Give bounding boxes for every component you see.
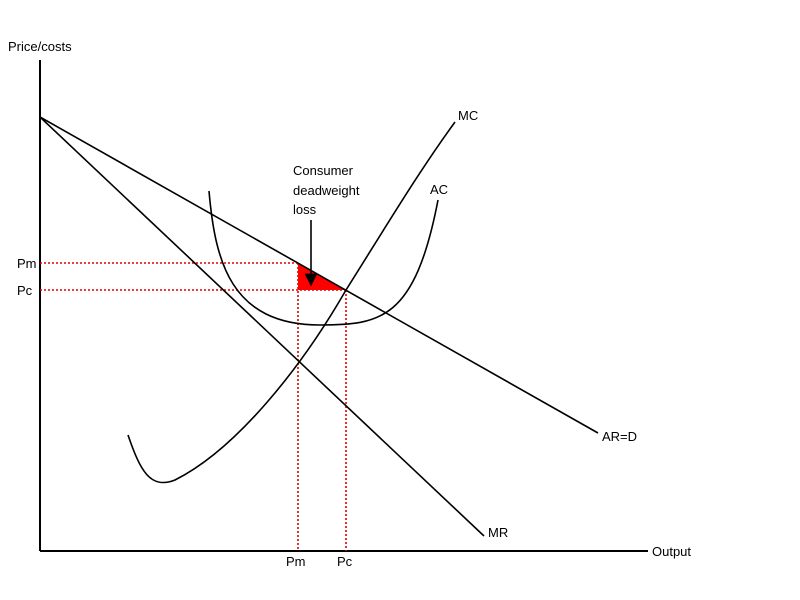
annotation-line-1: Consumer — [293, 163, 354, 178]
mc-label: MC — [458, 108, 478, 123]
output-pm-label: Pm — [286, 554, 306, 569]
mr-label: MR — [488, 525, 508, 540]
mc-curve — [127, 121, 456, 484]
annotation-line-2: deadweight — [293, 183, 360, 198]
ar-demand-curve — [39, 116, 599, 434]
annotation-line-3: loss — [293, 202, 317, 217]
x-axis-label: Output — [652, 544, 691, 559]
ac-curve — [208, 190, 439, 326]
output-pc-label: Pc — [337, 554, 353, 569]
ar-demand-label: AR=D — [602, 429, 637, 444]
y-axis-label: Price/costs — [8, 39, 72, 54]
price-pc-label: Pc — [17, 283, 33, 298]
mr-curve — [39, 116, 485, 537]
ac-label: AC — [430, 182, 448, 197]
price-pm-label: Pm — [17, 256, 37, 271]
